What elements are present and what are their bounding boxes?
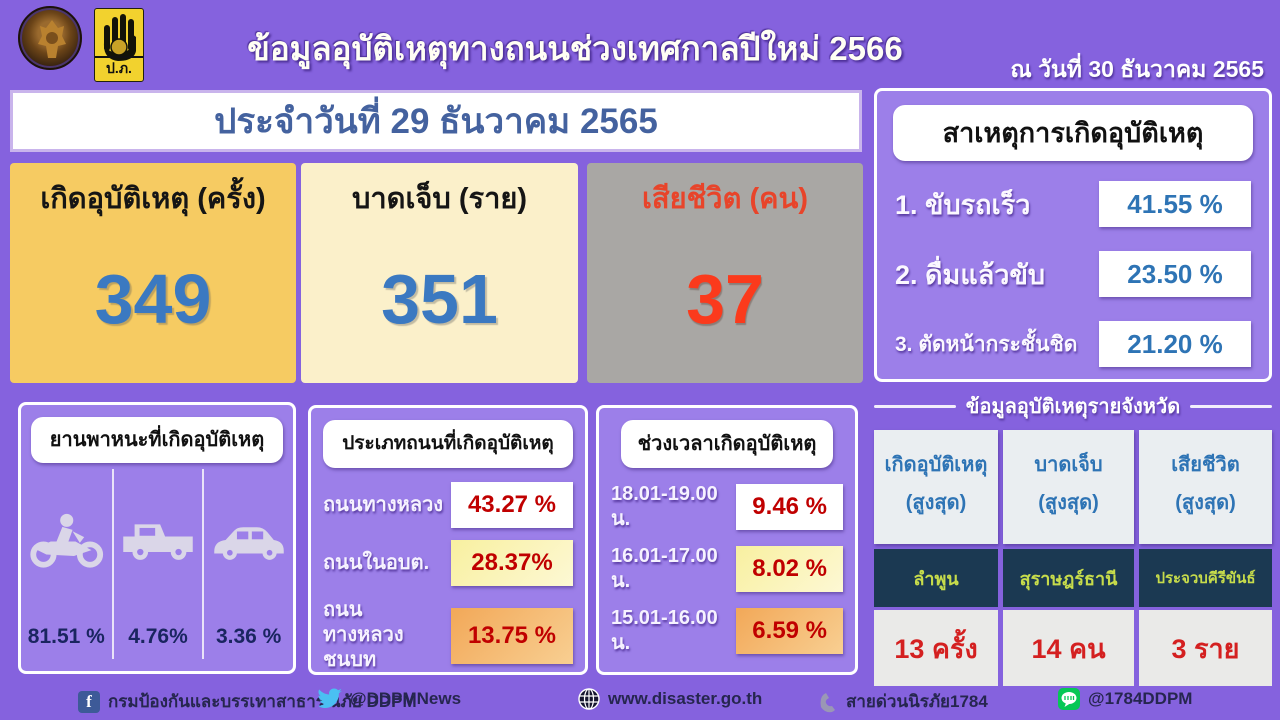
col-header-line1: เสียชีวิต <box>1171 454 1240 476</box>
province-value: 13 ครั้ง <box>874 610 998 686</box>
cause-label: 1. ขับรถเร็ว <box>895 189 1031 220</box>
hotline-item: สายด่วนนิรภัย1784 <box>818 688 988 715</box>
road-value: 28.37% <box>451 540 573 586</box>
road-label: ถนนในอบต. <box>323 551 430 574</box>
stat-value: 37 <box>686 260 764 338</box>
stat-value: 349 <box>94 260 212 338</box>
vehicles-panel: ยานพาหนะที่เกิดอุบัติเหตุ 81.51 % <box>18 402 296 674</box>
cause-value: 41.55 % <box>1099 181 1251 227</box>
twitter-icon <box>318 688 342 708</box>
twitter-item: @DDPMNews <box>318 688 461 709</box>
province-name: สุราษฎร์ธานี <box>1003 549 1134 607</box>
pickup-truck-icon <box>114 469 203 611</box>
facebook-item: f กรมป้องกันและบรรเทาสาธารณภัย DDPM <box>78 688 417 715</box>
ddpm-hand-icon <box>103 14 136 61</box>
road-types-panel: ประเภทถนนที่เกิดอุบัติเหตุ ถนนทางหลวง 43… <box>308 405 588 675</box>
province-name: ประจวบคีรีขันธ์ <box>1139 549 1272 607</box>
line-item: @1784DDPM <box>1058 688 1192 710</box>
vehicle-value: 81.51 % <box>27 625 105 648</box>
stat-label: เสียชีวิต (คน) <box>642 183 808 215</box>
cause-value: 21.20 % <box>1099 321 1251 367</box>
title-rule-left <box>874 404 956 408</box>
stat-label: เกิดอุบัติเหตุ (ครั้ง) <box>40 183 266 215</box>
col-header-line2: (สูงสุด) <box>1175 492 1236 514</box>
time-row: 18.01-19.00 น. 9.46 % <box>599 482 855 532</box>
cause-row: 2. ดื่มแล้วขับ 23.50 % <box>877 239 1269 309</box>
time-label: 16.01-17.00 น. <box>611 545 718 592</box>
road-row: ถนนทางหลวง ชนบท 13.75 % <box>311 598 585 673</box>
road-label: ถนนทางหลวง ชนบท <box>323 599 404 671</box>
facebook-label: กรมป้องกันและบรรเทาสาธารณภัย DDPM <box>108 692 417 711</box>
government-seal-icon <box>18 6 82 70</box>
province-col-header: เกิดอุบัติเหตุ (สูงสุด) <box>874 430 998 544</box>
cause-row: 3. ตัดหน้ากระชั้นชิด 21.20 % <box>877 309 1269 379</box>
province-col-header: บาดเจ็บ (สูงสุด) <box>1003 430 1134 544</box>
website-item: www.disaster.go.th <box>578 688 762 710</box>
road-row: ถนนทางหลวง 43.27 % <box>311 482 585 528</box>
vehicle-cell: 4.76% <box>111 469 203 659</box>
time-value: 9.46 % <box>736 484 843 530</box>
time-row: 15.01-16.00 น. 6.59 % <box>599 606 855 656</box>
vehicle-cell: 81.51 % <box>21 469 112 659</box>
causes-panel: สาเหตุการเกิดอุบัติเหตุ 1. ขับรถเร็ว 41.… <box>874 88 1272 382</box>
province-section-title: ข้อมูลอุบัติเหตุรายจังหวัด <box>965 396 1181 418</box>
cause-value: 23.50 % <box>1099 251 1251 297</box>
province-value: 3 ราย <box>1139 610 1272 686</box>
daily-date-banner: ประจำวันที่ 29 ธันวาคม 2565 <box>10 90 862 152</box>
time-label: 18.01-19.00 น. <box>611 483 718 530</box>
road-label: ถนนทางหลวง <box>323 493 444 516</box>
col-header-line2: (สูงสุด) <box>905 492 967 514</box>
stat-accidents-card: เกิดอุบัติเหตุ (ครั้ง) 349 <box>10 163 296 383</box>
facebook-icon: f <box>78 690 100 713</box>
vehicle-value: 4.76% <box>128 625 188 648</box>
line-label: @1784DDPM <box>1088 689 1193 708</box>
ddpm-logo-label: ป.ภ. <box>95 56 143 80</box>
garuda-crest-icon <box>38 20 66 58</box>
motorcycle-icon <box>21 469 112 611</box>
vehicle-value: 3.36 % <box>215 625 282 648</box>
as-of-date: ณ วันที่ 30 ธันวาคม 2565 <box>1010 56 1264 82</box>
cause-label: 2. ดื่มแล้วขับ <box>895 259 1046 290</box>
stat-injured-card: บาดเจ็บ (ราย) 351 <box>301 163 578 383</box>
time-row: 16.01-17.00 น. 8.02 % <box>599 544 855 594</box>
col-header-line1: เกิดอุบัติเหตุ <box>884 454 988 476</box>
province-name: ลำพูน <box>874 549 998 607</box>
road-types-title: ประเภทถนนที่เกิดอุบัติเหตุ <box>323 420 573 468</box>
ddpm-logo: ป.ภ. <box>94 8 144 82</box>
globe-icon <box>578 688 600 710</box>
website-label: www.disaster.go.th <box>608 689 763 708</box>
phone-icon <box>820 692 835 712</box>
road-value: 43.27 % <box>451 482 573 528</box>
vehicles-title: ยานพาหนะที่เกิดอุบัติเหตุ <box>31 417 283 463</box>
hotline-label: สายด่วนนิรภัย1784 <box>846 692 988 711</box>
road-value: 13.75 % <box>451 607 573 664</box>
province-section-title-row: ข้อมูลอุบัติเหตุรายจังหวัด <box>874 390 1272 422</box>
page-title: ข้อมูลอุบัติเหตุทางถนนช่วงเทศกาลปีใหม่ 2… <box>247 30 903 67</box>
time-periods-panel: ช่วงเวลาเกิดอุบัติเหตุ 18.01-19.00 น. 9.… <box>596 405 858 675</box>
twitter-label: @DDPMNews <box>350 688 462 708</box>
footer-bar: f กรมป้องกันและบรรเทาสาธารณภัย DDPM @DDP… <box>0 684 1280 720</box>
cause-label: 3. ตัดหน้ากระชั้นชิด <box>895 332 1078 356</box>
time-label: 15.01-16.00 น. <box>611 607 718 654</box>
col-header-line1: บาดเจ็บ <box>1034 454 1103 476</box>
time-value: 8.02 % <box>736 546 843 592</box>
cause-row: 1. ขับรถเร็ว 41.55 % <box>877 169 1269 239</box>
car-icon <box>204 469 293 611</box>
vehicle-cell: 3.36 % <box>202 469 293 659</box>
stat-value: 351 <box>381 260 498 338</box>
stat-deaths-card: เสียชีวิต (คน) 37 <box>587 163 863 383</box>
col-header-line2: (สูงสุด) <box>1038 492 1099 514</box>
road-row: ถนนในอบต. 28.37% <box>311 540 585 586</box>
time-value: 6.59 % <box>736 608 843 654</box>
title-rule-right <box>1190 404 1272 408</box>
province-value: 14 คน <box>1003 610 1134 686</box>
province-section: ข้อมูลอุบัติเหตุรายจังหวัด เกิดอุบัติเหต… <box>874 390 1272 686</box>
line-icon <box>1058 688 1080 710</box>
time-periods-title: ช่วงเวลาเกิดอุบัติเหตุ <box>621 420 833 468</box>
causes-title: สาเหตุการเกิดอุบัติเหตุ <box>893 105 1253 161</box>
province-col-header: เสียชีวิต (สูงสุด) <box>1139 430 1272 544</box>
stat-label: บาดเจ็บ (ราย) <box>351 183 528 215</box>
